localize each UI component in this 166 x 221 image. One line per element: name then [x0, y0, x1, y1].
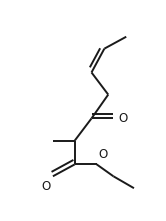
Text: O: O: [98, 148, 107, 161]
Text: O: O: [118, 112, 127, 125]
Text: O: O: [42, 180, 51, 193]
